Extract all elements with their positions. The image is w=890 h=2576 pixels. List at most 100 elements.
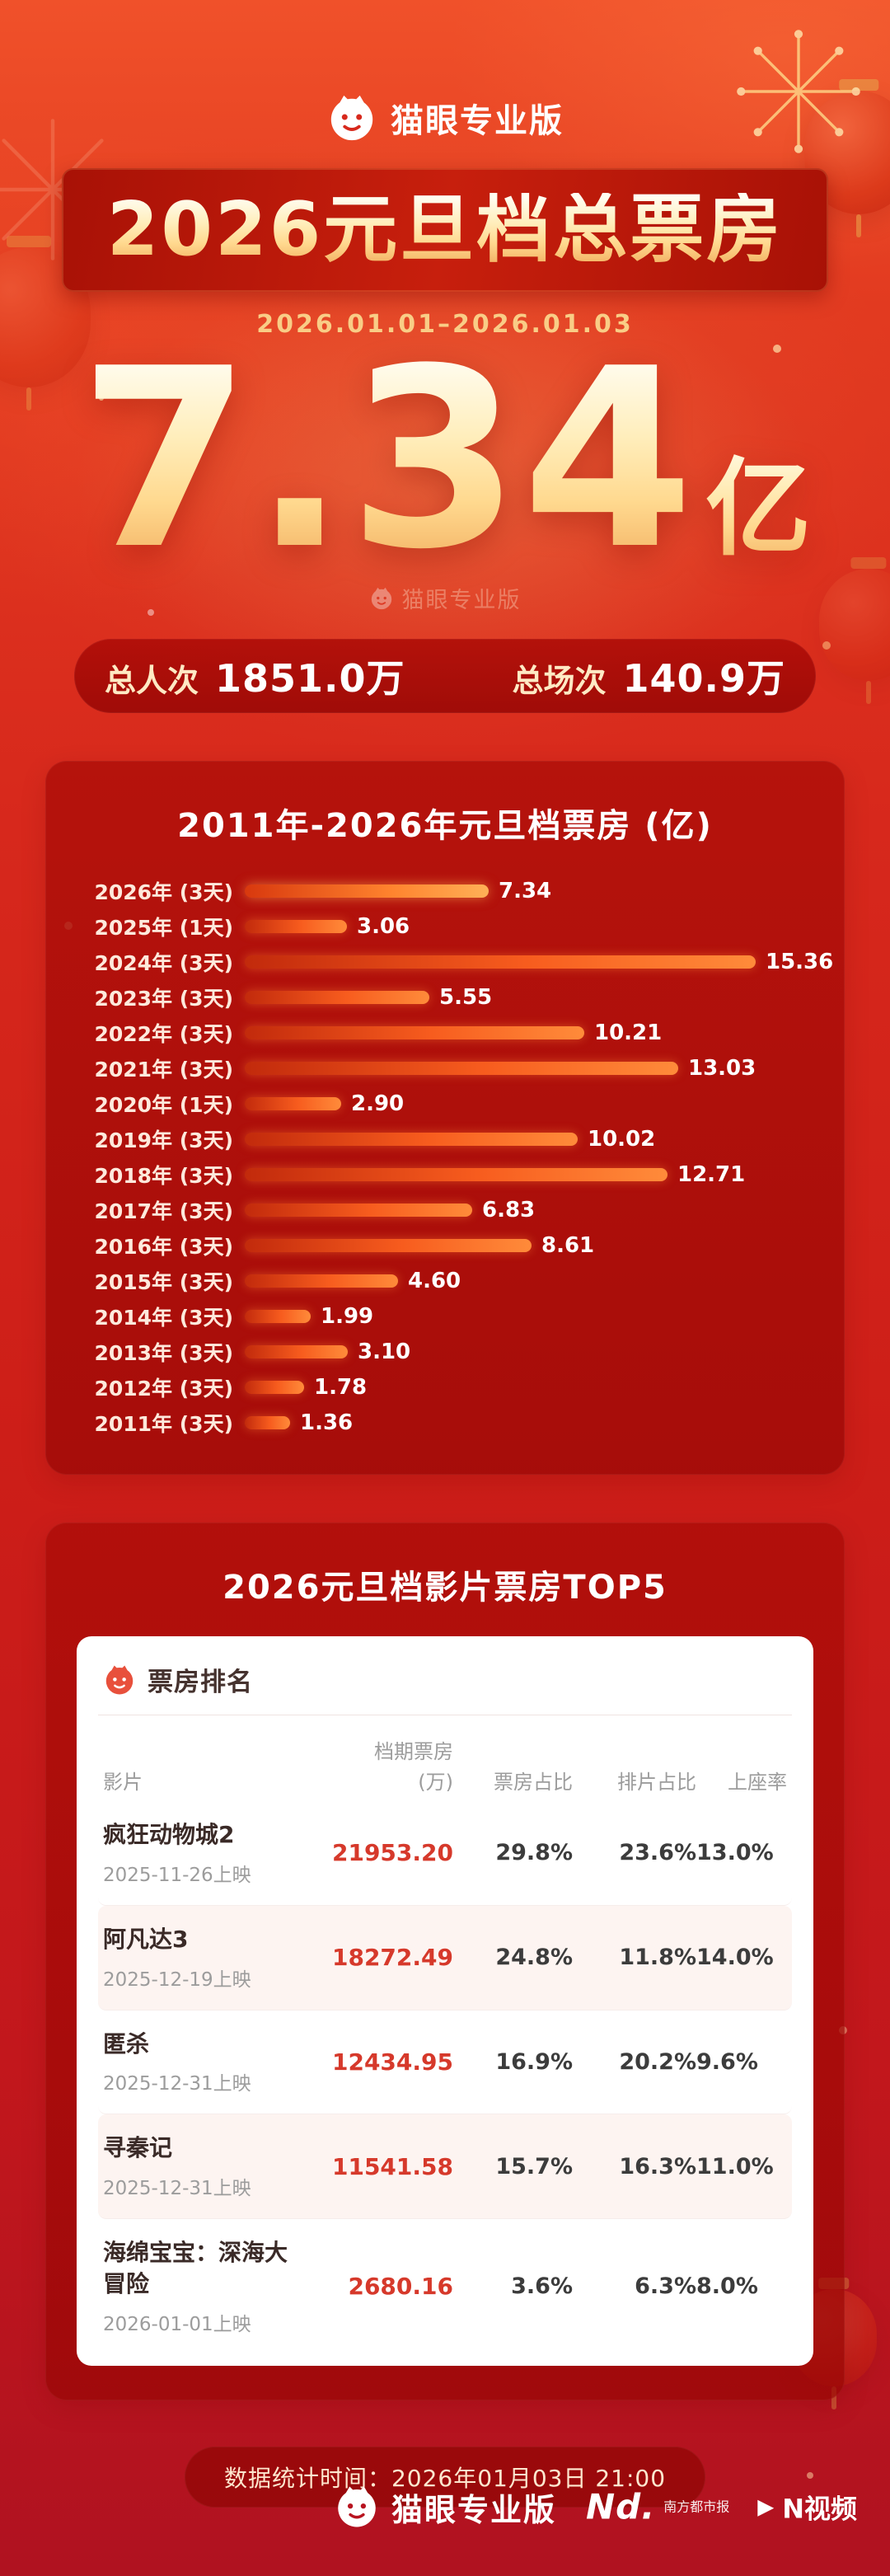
stat-screenings: 总场次 140.9万 [513, 649, 786, 703]
film-cell: 海绵宝宝：深海大冒险 2026-01-01上映 [103, 2237, 301, 2336]
bar [245, 919, 347, 933]
bar [245, 990, 429, 1004]
hero-section: 2026元旦档总票房 2026.01.01–2026.01.03 7.34 亿 … [0, 168, 890, 713]
bar [245, 1380, 304, 1394]
maoyan-cat-icon [326, 92, 377, 143]
film-release-date: 2025-12-31上映 [103, 2073, 251, 2095]
bar-row: 2020年 (1天) 2.90 [70, 1086, 828, 1121]
firework-icon [737, 30, 860, 153]
stat-attendance: 总人次 1851.0万 [105, 649, 405, 703]
schedule-share-value: 16.3% [619, 2153, 696, 2180]
film-cell: 匿杀 2025-12-31上映 [103, 2029, 301, 2096]
bar-category-label: 2013年 (3天) [94, 1340, 233, 1365]
bar-category-label: 2018年 (3天) [94, 1163, 233, 1188]
stat-value: 140.9万 [622, 656, 786, 701]
bar-value-label: 1.36 [300, 1410, 354, 1435]
bar-row: 2019年 (3天) 10.02 [70, 1121, 828, 1157]
bar [245, 884, 489, 898]
bar-category-label: 2015年 (3天) [94, 1269, 233, 1294]
bar-category-label: 2021年 (3天) [94, 1057, 233, 1082]
bar-row: 2014年 (3天) 1.99 [70, 1298, 828, 1334]
bar-row: 2024年 (3天) 15.36 [70, 944, 833, 979]
occupancy-value: 11.0% [696, 2153, 774, 2180]
gross-value: 2680.16 [348, 2273, 453, 2301]
film-title: 匿杀 [103, 2029, 150, 2058]
stats-pill: 总人次 1851.0万 总场次 140.9万 [74, 639, 816, 713]
bar-row: 2026年 (3天) 7.34 [70, 873, 828, 908]
bar-row: 2015年 (3天) 4.60 [70, 1263, 828, 1298]
film-row: 阿凡达3 2025-12-19上映 18272.49 24.8% 11.8% 14.0% [98, 1905, 792, 2011]
bar [245, 1238, 532, 1252]
schedule-share-value: 11.8% [619, 1945, 696, 1971]
top5-title: 2026元旦档影片票房TOP5 [222, 1569, 668, 1607]
bar [245, 1274, 398, 1288]
film-row: 寻秦记 2025-12-31上映 11541.58 15.7% 16.3% 11.0% [98, 2114, 792, 2220]
top5-card: 2026元旦档影片票房TOP5 票房排名 影片 档期票房 (万) 票房占比 排片占比 上座… [45, 1523, 845, 2400]
play-icon: ▶ [757, 2494, 775, 2519]
gross-value: 11541.58 [331, 2152, 453, 2180]
bar [245, 1344, 348, 1358]
bar-category-label: 2025年 (1天) [94, 915, 233, 940]
film-release-date: 2026-01-01上映 [103, 2313, 251, 2335]
stat-label: 总场次 [512, 663, 607, 699]
chart-title: 2011年-2026年元旦档票房 (亿) [177, 807, 713, 845]
bar-value-label: 7.34 [499, 878, 552, 903]
bar-value-label: 6.83 [482, 1197, 536, 1222]
date-range: 2026.01.01–2026.01.03 [256, 310, 634, 339]
bar-category-label: 2019年 (3天) [94, 1128, 233, 1152]
bar-row: 2025年 (1天) 3.06 [70, 908, 828, 944]
schedule-share-value: 6.3% [635, 2273, 696, 2300]
partner-logos: Nd. 南方都市报 ▶ N视频 [586, 2487, 857, 2527]
bar [245, 1025, 584, 1039]
bar-row: 2022年 (3天) 10.21 [70, 1015, 828, 1050]
total-value: 7.34 [78, 316, 696, 603]
bar-category-label: 2012年 (3天) [94, 1376, 233, 1401]
bar-row: 2013年 (3天) 3.10 [70, 1334, 828, 1369]
film-title: 疯狂动物城2 [103, 1821, 235, 1848]
box-share-value: 3.6% [511, 2273, 573, 2300]
bottom-brand: 猫眼专业版 [334, 2484, 556, 2530]
schedule-share-value: 20.2% [619, 2048, 696, 2075]
nandu-mark: Nd. [586, 2486, 656, 2527]
nandu-sub-label: 南方都市报 [663, 2499, 730, 2514]
confetti-decoration [99, 396, 104, 401]
occupancy-value: 14.0% [696, 1945, 774, 1971]
bar-chart: 2026年 (3天) 7.34 2025年 (1天) 3.06 2024年 (3天) 15… [45, 873, 845, 1440]
lantern-icon [819, 569, 890, 681]
film-row: 疯狂动物城2 2025-11-26上映 21953.20 29.8% 23.6% 13.0… [98, 1801, 792, 1906]
column-header-schedule-share: 排片占比 [617, 1771, 696, 1794]
header-brand: 猫眼专业版 [0, 0, 890, 143]
bar [245, 1167, 668, 1181]
film-cell: 阿凡达3 2025-12-19上映 [103, 1924, 301, 1992]
nandu-logo: Nd. 南方都市报 [586, 2487, 729, 2527]
bar-value-label: 10.02 [588, 1126, 656, 1152]
column-header-box-share: 票房占比 [494, 1771, 573, 1794]
column-header-row: 影片 档期票房 (万) 票房占比 排片占比 上座率 [98, 1715, 792, 1801]
stat-value: 1851.0万 [214, 656, 405, 701]
bar-category-label: 2024年 (3天) [94, 950, 233, 975]
bar-value-label: 15.36 [766, 949, 834, 974]
bar-row: 2021年 (3天) 13.03 [70, 1050, 828, 1086]
film-release-date: 2025-12-31上映 [103, 2178, 251, 2200]
film-cell: 疯狂动物城2 2025-11-26上映 [103, 1819, 301, 1887]
bar-row: 2011年 (3天) 1.36 [70, 1405, 828, 1440]
bar-value-label: 3.06 [357, 913, 410, 939]
schedule-share-value: 23.6% [619, 1840, 696, 1866]
title-banner: 2026元旦档总票房 [62, 168, 828, 292]
column-header-film: 影片 [103, 1771, 143, 1794]
page-title: 2026元旦档总票房 [106, 186, 784, 273]
bar [245, 1061, 678, 1075]
film-title: 寻秦记 [103, 2134, 173, 2162]
film-release-date: 2025-11-26上映 [103, 1864, 251, 1886]
column-header-occupancy: 上座率 [728, 1771, 787, 1794]
bar-value-label: 3.10 [358, 1339, 411, 1364]
bar-category-label: 2016年 (3天) [94, 1234, 233, 1259]
bar-value-label: 1.78 [314, 1374, 368, 1400]
bar-category-label: 2017年 (3天) [94, 1199, 233, 1223]
bar-category-label: 2026年 (3天) [94, 880, 233, 904]
bar [245, 1415, 290, 1429]
bar [245, 1096, 341, 1110]
film-row: 匿杀 2025-12-31上映 12434.95 16.9% 20.2% 9.6% [98, 2011, 792, 2115]
column-header-gross: 档期票房 (万) [374, 1740, 453, 1794]
